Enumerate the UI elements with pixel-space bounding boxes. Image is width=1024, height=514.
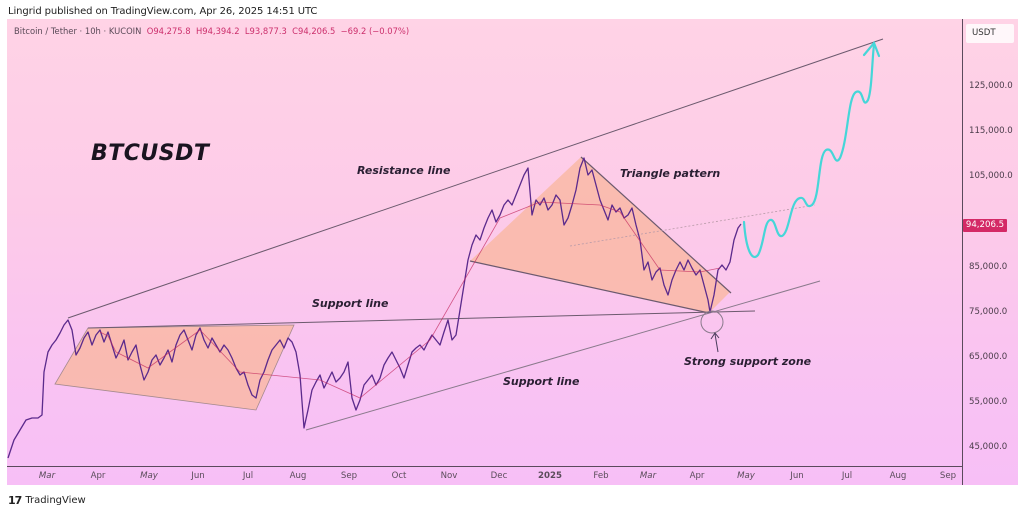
x-tick: Mar: [639, 471, 657, 481]
x-tick: Sep: [340, 471, 358, 481]
triangle-pattern: [470, 157, 730, 313]
brand-name: TradingView: [25, 495, 86, 506]
resistance-line[interactable]: [67, 38, 884, 319]
y-tick: 45,000.0: [969, 442, 1008, 452]
triangle-pattern-label: Triangle pattern: [620, 167, 721, 180]
strong-support-circle: [700, 310, 724, 334]
open-value: O94,275.8: [146, 26, 191, 36]
x-tick: Apr: [689, 471, 705, 481]
strong-support-zone-label: Strong support zone: [684, 355, 812, 368]
y-tick: 75,000.0: [969, 307, 1008, 317]
y-tick: 65,000.0: [969, 352, 1008, 362]
chart-title-annotation: BTCUSDT: [91, 141, 210, 166]
high-value: H94,394.2: [195, 26, 240, 36]
x-tick: Jul: [841, 471, 853, 481]
x-tick: Dec: [490, 471, 508, 481]
range-pattern: [54, 324, 295, 411]
x-tick: Jun: [790, 471, 804, 481]
x-tick: Sep: [939, 471, 957, 481]
published-line: Lingrid published on TradingView.com, Ap…: [8, 6, 318, 17]
x-tick: Nov: [440, 471, 458, 481]
close-value: C94,206.5: [292, 26, 336, 36]
symbol-legend: Bitcoin / Tether · 10h · KUCOIN O94,275.…: [14, 26, 409, 36]
price-series: [7, 157, 742, 459]
x-tick: Oct: [391, 471, 407, 481]
x-tick: Jun: [191, 471, 205, 481]
x-tick: Aug: [889, 471, 907, 481]
dotted-trendline: [569, 204, 816, 247]
support-line-label-upper: Support line: [312, 297, 389, 310]
x-axis-divider: [7, 466, 963, 467]
last-price-tag: 94,206.5: [963, 219, 1007, 232]
x-tick-year: 2025: [538, 471, 562, 481]
x-tick: Jul: [242, 471, 254, 481]
currency-label[interactable]: USDT: [966, 24, 1014, 43]
x-tick: May: [140, 471, 158, 481]
projection-path: [742, 43, 876, 258]
y-axis-divider: [962, 19, 963, 485]
x-tick: Aug: [289, 471, 307, 481]
x-tick: Mar: [38, 471, 56, 481]
projection-arrowhead: [862, 40, 881, 58]
y-tick: 125,000.0: [969, 81, 1013, 91]
y-tick: 115,000.0: [969, 126, 1013, 136]
y-tick: 55,000.0: [969, 397, 1008, 407]
tradingview-logo-icon: 17: [8, 494, 22, 507]
support-line-label-lower: Support line: [503, 375, 580, 388]
symbol-name: Bitcoin / Tether · 10h · KUCOIN: [14, 26, 142, 36]
y-tick: 105,000.0: [969, 171, 1013, 181]
x-tick: May: [737, 471, 755, 481]
x-tick: Apr: [90, 471, 106, 481]
support-line-rising[interactable]: [305, 280, 821, 431]
x-tick: Feb: [593, 471, 609, 481]
tradingview-brand[interactable]: 17 TradingView: [8, 494, 86, 507]
y-tick: 85,000.0: [969, 262, 1008, 272]
support-line-horizontal[interactable]: [87, 310, 756, 329]
change-value: −69.2 (−0.07%): [340, 26, 410, 36]
low-value: L93,877.3: [244, 26, 287, 36]
resistance-line-label: Resistance line: [357, 164, 451, 177]
